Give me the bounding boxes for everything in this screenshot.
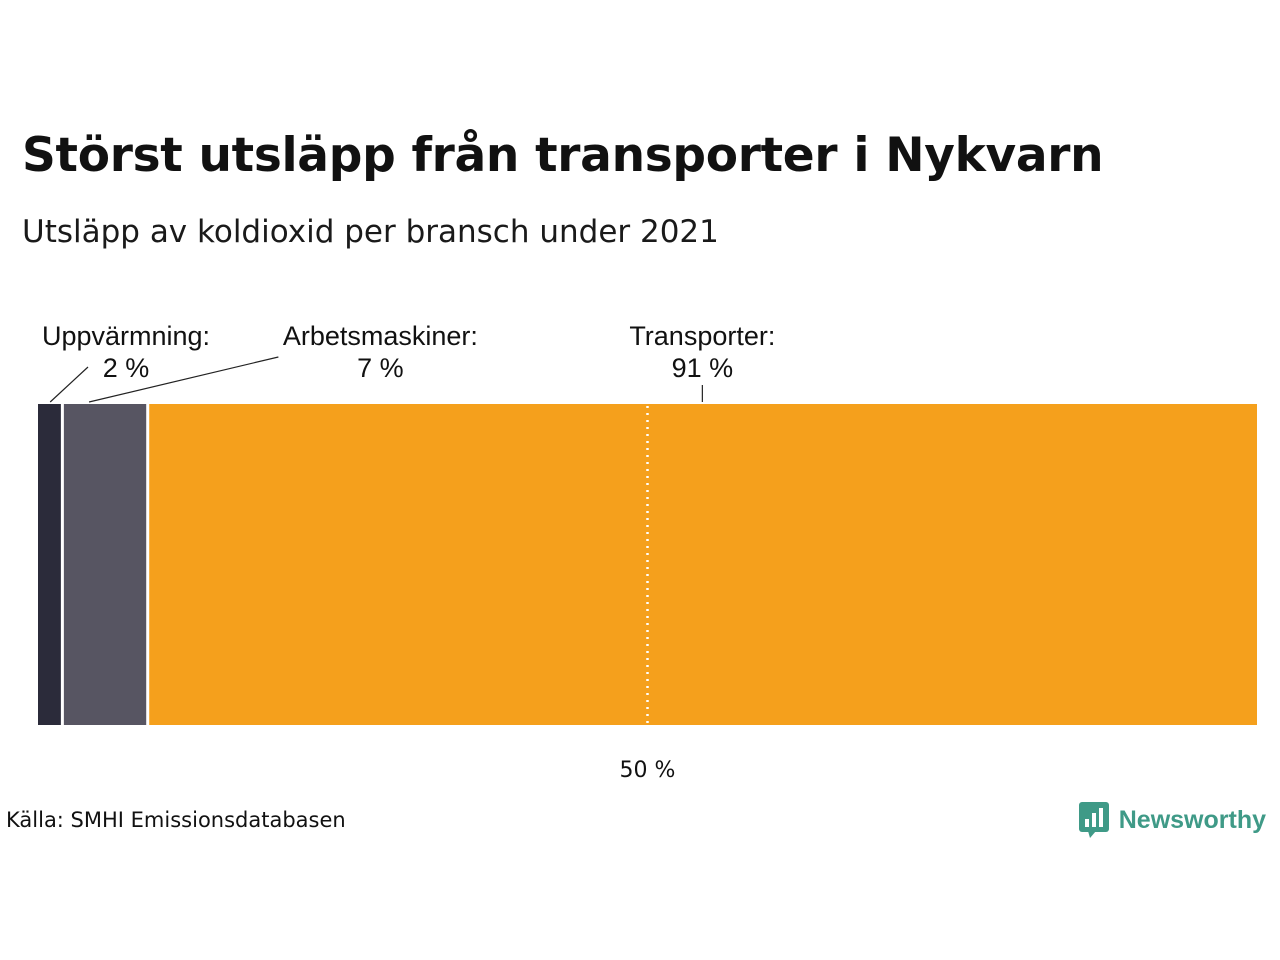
bar-segment-2 — [63, 404, 147, 725]
brand-name: Newsworthy — [1118, 805, 1266, 834]
bar-chart-speech-bubble-icon — [1078, 802, 1109, 838]
bar-segment-3 — [149, 404, 1258, 725]
bar-segment-1 — [38, 404, 61, 725]
leader-line-2 — [88, 356, 279, 403]
segment-category-label-1: Uppvärmning: — [42, 321, 210, 351]
reference-line-label: 50 % — [620, 758, 676, 783]
source-note: Källa: SMHI Emissionsdatabasen — [6, 808, 346, 832]
segment-value-label-3: 91 % — [672, 353, 734, 383]
chart-title: Störst utsläpp från transporter i Nykvar… — [22, 128, 1104, 183]
segment-category-label-2: Arbetsmaskiner: — [283, 321, 478, 351]
segment-value-label-2: 7 % — [357, 353, 404, 383]
leader-line-1 — [49, 366, 89, 403]
chart-subtitle: Utsläpp av koldioxid per bransch under 2… — [22, 214, 719, 250]
stacked-bar-chart: 50 % Uppvärmning:2 % Arbetsmaskiner:7 % Tra… — [38, 321, 1258, 783]
segment-category-label-3: Transporter: — [629, 321, 775, 351]
segment-value-label-1: 2 % — [103, 353, 150, 383]
brand-logo: Newsworthy — [1078, 802, 1266, 838]
